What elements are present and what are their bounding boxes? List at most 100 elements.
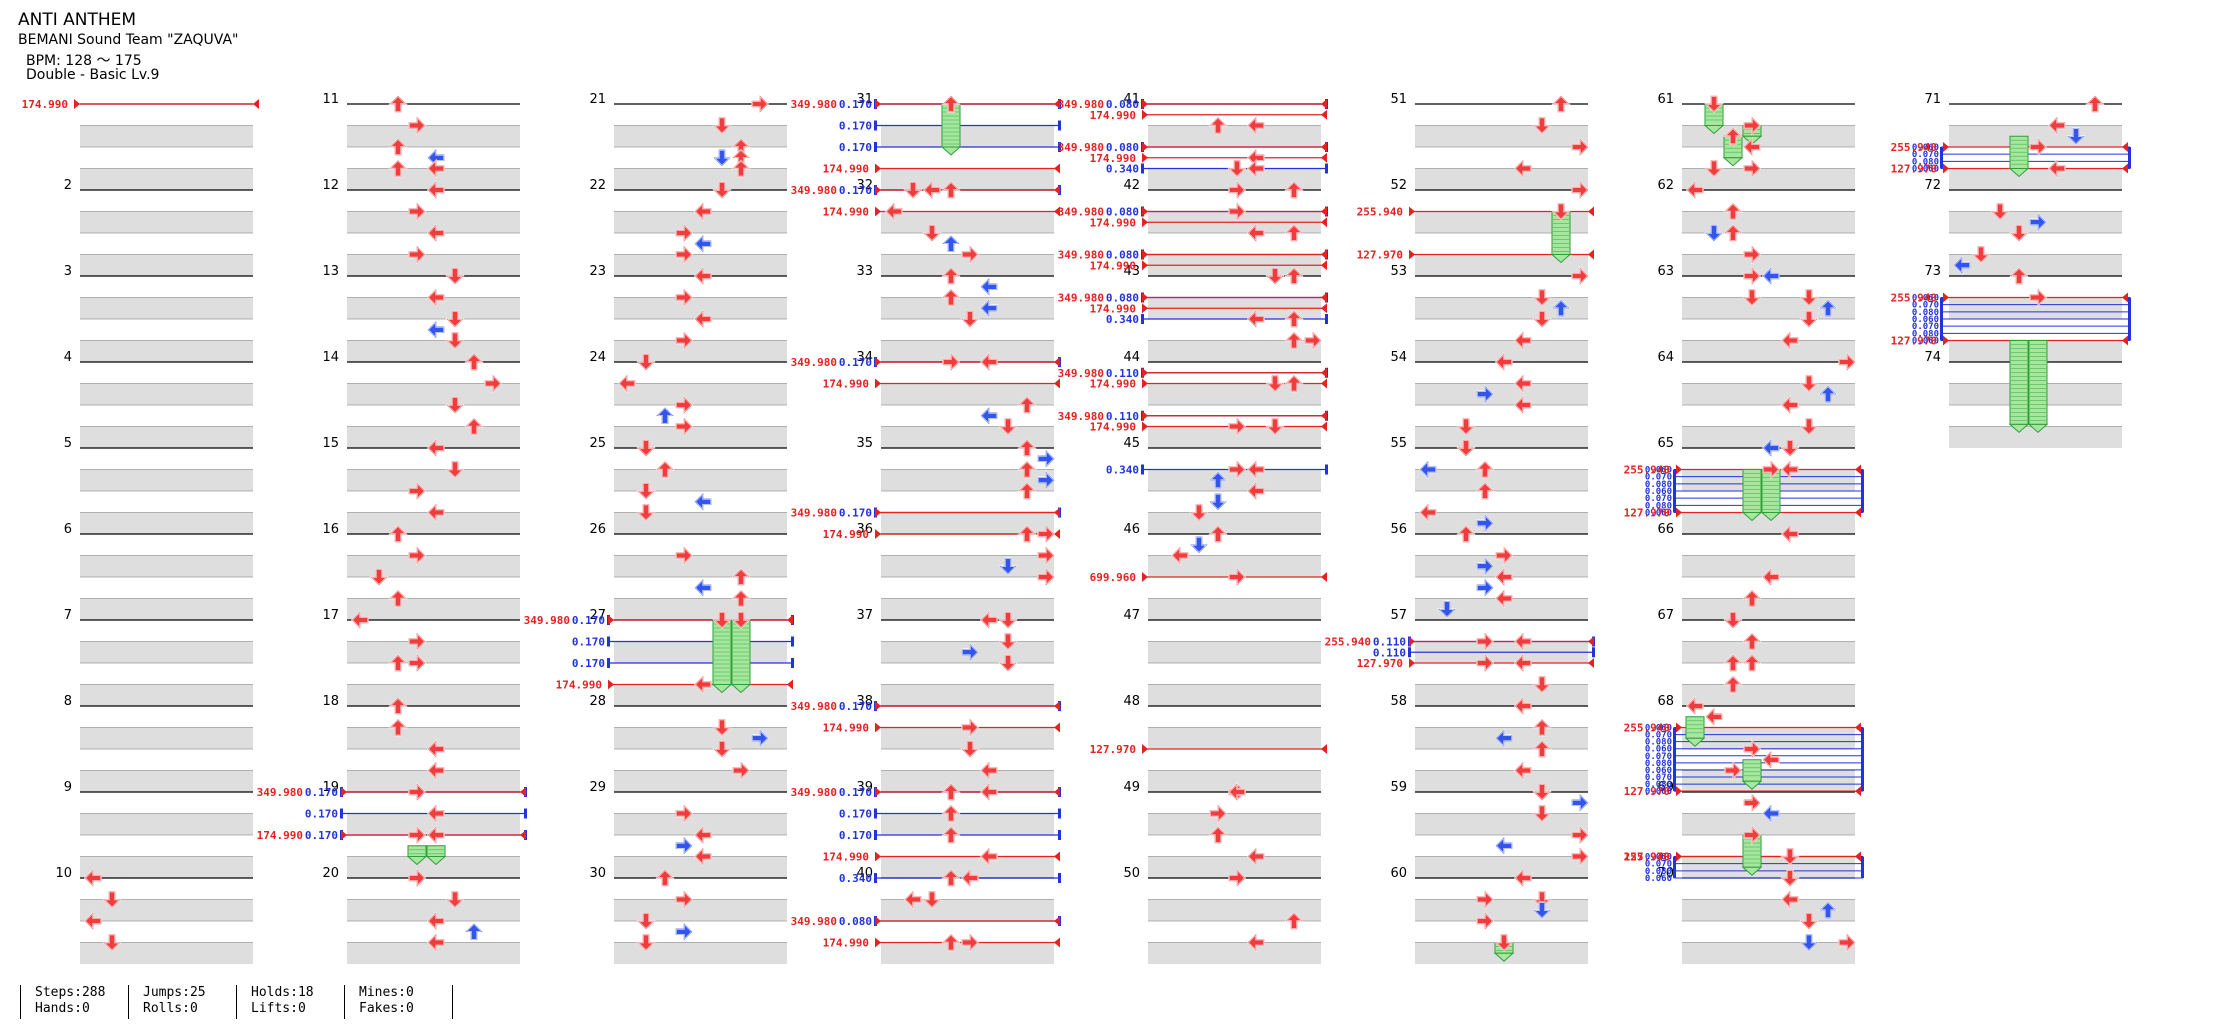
arrow-outline: [465, 418, 483, 435]
arrow-outline: [1953, 256, 1971, 274]
arrow-outline: [885, 202, 903, 221]
stop-marker-value: 0.080: [839, 915, 872, 928]
arrow-outline: [1247, 310, 1265, 328]
arrow-outline: [942, 235, 960, 253]
measure-number: 10: [55, 866, 72, 881]
staff-band: [1415, 899, 1588, 921]
bpm-marker-flag-start: [1943, 142, 1949, 152]
stop-marker-value: 0.170: [839, 184, 872, 197]
stop-label: 0.070: [1912, 150, 1939, 160]
bpm-marker-flag-end: [1588, 206, 1594, 217]
bpm-marker-flag-end: [787, 615, 793, 625]
arrow-note-red: [1265, 267, 1285, 285]
staff-band: [614, 297, 787, 319]
arrow-note-red: [731, 589, 751, 608]
hold-body: [2009, 340, 2029, 425]
arrow-outline: [1228, 869, 1246, 887]
arrow-note-red: [1247, 846, 1265, 867]
measure-number: 31: [856, 92, 873, 107]
stat-group-jumps: Jumps:25 Rolls:0: [128, 985, 243, 1019]
measure-number: 43: [1123, 264, 1140, 279]
measure-number: 72: [1924, 178, 1941, 193]
arrow-note-red: [1284, 912, 1304, 930]
staff-band: [614, 770, 787, 792]
arrow-outline: [1819, 901, 1837, 919]
stop-label: 0.060: [1645, 745, 1672, 755]
arrow-note-red: [408, 868, 426, 888]
arrow-outline: [1705, 224, 1723, 242]
stop-marker-value: 0.340: [1106, 313, 1139, 326]
arrow-note-red: [1743, 244, 1761, 265]
hold-end: [406, 856, 428, 866]
bpm-marker-flag-start: [875, 357, 881, 367]
arrow-note-red: [2048, 115, 2066, 136]
arrow-outline: [1514, 396, 1532, 414]
bpm-marker-value: 349.980: [791, 700, 837, 713]
stop-marker-start: [1141, 314, 1144, 324]
stop-marker-value: 0.080: [1106, 98, 1139, 111]
bpm-marker-value: 127.970: [1624, 851, 1670, 864]
staff-band: [1148, 727, 1321, 749]
bpm-marker-value: 349.980: [791, 915, 837, 928]
bpm-marker-flag-start: [1409, 249, 1415, 260]
arrow-outline: [389, 654, 407, 672]
bpm-marker-flag-start: [1676, 786, 1682, 797]
measure-number: 26: [589, 522, 606, 537]
arrow-note-red: [408, 545, 426, 566]
arrow-outline: [2048, 116, 2066, 135]
arrow-note-red: [618, 373, 636, 394]
bpm-marker-flag-end: [1855, 507, 1861, 518]
arrow-note-red: [427, 760, 445, 781]
arrow-note-blue: [1762, 438, 1780, 458]
arrow-note-red: [1284, 267, 1304, 285]
arrow-outline: [923, 181, 941, 199]
arrow-note-red: [636, 439, 656, 457]
arrow-outline: [446, 310, 464, 328]
bpm-marker-value: 349.980: [791, 184, 837, 197]
arrow-outline: [1781, 869, 1799, 887]
arrow-outline: [1037, 525, 1055, 543]
arrow-outline: [1285, 375, 1303, 392]
bpm-marker-flag-start: [1142, 421, 1148, 432]
arrow-outline: [1514, 374, 1532, 393]
arrow-note-red: [1284, 374, 1304, 393]
staff-band: [881, 469, 1054, 491]
arrow-outline: [1724, 203, 1742, 220]
song-difficulty: Double - Basic Lv.9: [26, 67, 160, 83]
arrow-outline: [408, 632, 426, 651]
arrow-note-red: [2009, 267, 2029, 285]
bpm-marker-value: 255.940: [1891, 292, 1937, 305]
arrow-outline: [1514, 697, 1532, 715]
stop-marker-value: 0.170: [305, 829, 338, 842]
bpm-marker-flag-end: [1321, 572, 1327, 582]
arrow-outline: [637, 353, 655, 371]
arrow-note-red: [1514, 631, 1532, 652]
arrow-outline: [1819, 385, 1837, 403]
bpm-marker-flag-end: [1054, 851, 1060, 862]
arrow-outline: [1476, 461, 1494, 478]
arrow-note-blue: [1495, 728, 1513, 748]
staff-band: [347, 942, 520, 964]
bpm-marker-flag-start: [875, 99, 881, 109]
stop-label: 0.070: [1645, 752, 1672, 762]
staff-band: [1148, 942, 1321, 964]
arrow-note-red: [923, 180, 941, 200]
staff-band: [1682, 727, 1855, 749]
arrow-note-red: [1704, 95, 1724, 113]
arrow-note-red: [427, 739, 445, 759]
bpm-marker-flag-start: [74, 99, 80, 109]
arrow-note-red: [1476, 631, 1494, 652]
staff-band: [881, 942, 1054, 964]
arrow-outline: [675, 890, 693, 909]
arrow-outline: [1514, 159, 1532, 178]
arrow-outline: [1571, 267, 1589, 285]
arrow-note-red: [1571, 266, 1589, 286]
measure-number: 7: [64, 608, 72, 623]
stop-label: 0.070: [1645, 473, 1672, 483]
bpm-marker-flag-start: [875, 937, 881, 948]
arrow-outline: [1686, 181, 1704, 199]
staff-band: [881, 340, 1054, 362]
stop-marker-value: 0.170: [839, 141, 872, 154]
hold-body: [407, 845, 427, 857]
measure-number: 4: [64, 350, 72, 365]
